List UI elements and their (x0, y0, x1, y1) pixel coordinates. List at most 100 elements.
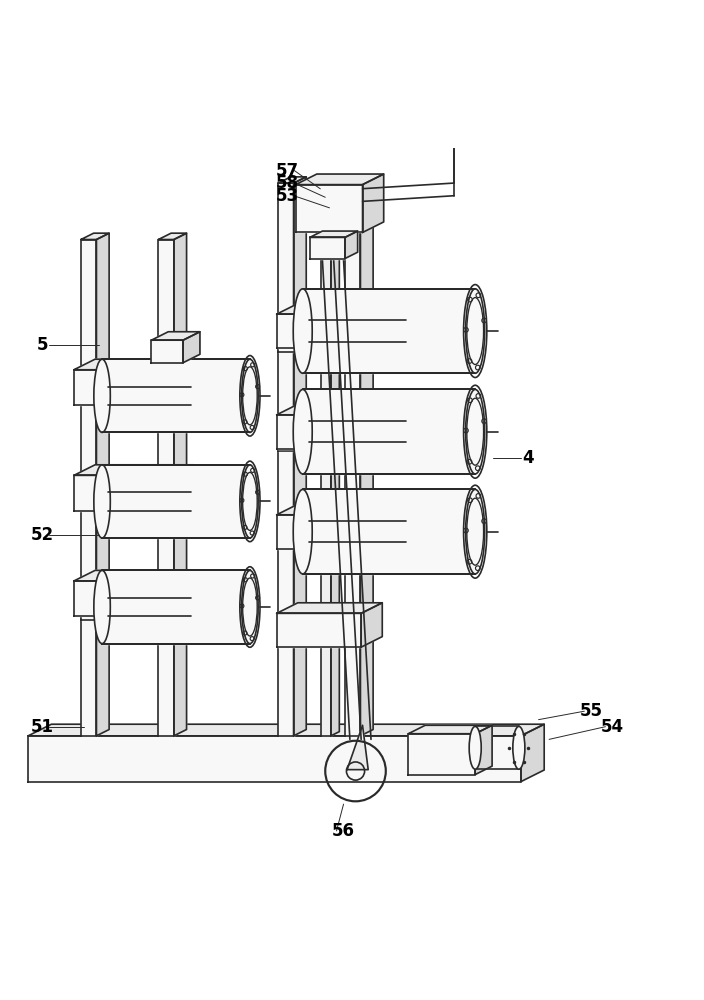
Polygon shape (172, 570, 194, 616)
Ellipse shape (466, 389, 485, 474)
Polygon shape (345, 183, 360, 736)
Polygon shape (102, 359, 250, 432)
Polygon shape (172, 465, 194, 511)
Polygon shape (74, 475, 172, 511)
Polygon shape (277, 415, 361, 449)
Text: 57: 57 (276, 162, 298, 180)
Ellipse shape (466, 489, 485, 574)
Ellipse shape (469, 726, 482, 769)
Polygon shape (278, 533, 360, 546)
Polygon shape (28, 736, 521, 782)
Polygon shape (278, 339, 360, 352)
Polygon shape (321, 182, 339, 187)
Polygon shape (278, 177, 306, 183)
Polygon shape (81, 389, 174, 401)
Polygon shape (310, 231, 358, 237)
Text: 53: 53 (276, 187, 298, 205)
Polygon shape (360, 177, 373, 736)
Text: 56: 56 (332, 822, 355, 840)
Polygon shape (361, 404, 382, 449)
Polygon shape (331, 182, 339, 736)
Polygon shape (81, 233, 109, 240)
Ellipse shape (241, 570, 258, 644)
Polygon shape (81, 607, 174, 620)
Ellipse shape (94, 570, 111, 644)
Polygon shape (361, 603, 382, 647)
Polygon shape (74, 359, 194, 370)
Polygon shape (363, 174, 384, 232)
Ellipse shape (293, 289, 313, 373)
Polygon shape (345, 231, 358, 259)
Polygon shape (303, 289, 475, 373)
Polygon shape (361, 504, 382, 549)
Polygon shape (408, 734, 475, 775)
Polygon shape (321, 187, 331, 736)
Polygon shape (296, 185, 363, 232)
Polygon shape (74, 370, 172, 405)
Polygon shape (172, 359, 194, 405)
Polygon shape (81, 240, 96, 736)
Polygon shape (277, 515, 361, 549)
Polygon shape (81, 382, 187, 389)
Polygon shape (158, 240, 174, 736)
Ellipse shape (466, 289, 485, 373)
Polygon shape (174, 488, 187, 507)
Polygon shape (296, 174, 384, 185)
Text: 54: 54 (601, 718, 624, 736)
Polygon shape (74, 465, 194, 475)
Polygon shape (174, 601, 187, 620)
Text: 55: 55 (580, 702, 603, 720)
Polygon shape (345, 177, 373, 183)
Polygon shape (303, 389, 475, 474)
Polygon shape (310, 237, 345, 259)
Polygon shape (174, 382, 187, 401)
Polygon shape (360, 622, 373, 641)
Polygon shape (360, 333, 373, 352)
Polygon shape (28, 724, 544, 736)
Polygon shape (521, 724, 544, 782)
Polygon shape (81, 601, 187, 607)
Text: 58: 58 (276, 174, 298, 192)
Polygon shape (277, 603, 382, 613)
Polygon shape (158, 233, 187, 240)
Polygon shape (96, 233, 109, 736)
Polygon shape (277, 404, 382, 415)
Ellipse shape (241, 359, 258, 432)
Ellipse shape (293, 489, 313, 574)
Polygon shape (408, 725, 492, 734)
Polygon shape (278, 622, 373, 628)
Polygon shape (102, 570, 250, 644)
Polygon shape (277, 613, 361, 647)
Polygon shape (81, 494, 174, 507)
Polygon shape (360, 432, 373, 451)
Text: 5: 5 (37, 336, 48, 354)
Polygon shape (151, 332, 200, 340)
Polygon shape (174, 233, 187, 736)
Polygon shape (278, 333, 373, 339)
Polygon shape (361, 304, 382, 348)
Polygon shape (278, 628, 360, 641)
Polygon shape (277, 314, 361, 348)
Text: 52: 52 (31, 526, 54, 544)
Polygon shape (277, 304, 382, 314)
Polygon shape (278, 183, 294, 736)
Polygon shape (278, 438, 360, 451)
Ellipse shape (293, 389, 313, 474)
Polygon shape (278, 527, 373, 533)
Polygon shape (277, 504, 382, 515)
Polygon shape (81, 488, 187, 494)
Ellipse shape (241, 465, 258, 538)
Ellipse shape (94, 359, 111, 432)
Ellipse shape (513, 726, 525, 769)
Polygon shape (303, 489, 475, 574)
Ellipse shape (94, 465, 111, 538)
Polygon shape (102, 465, 250, 538)
Polygon shape (151, 340, 183, 363)
Polygon shape (347, 725, 368, 770)
Polygon shape (74, 570, 194, 581)
Polygon shape (475, 725, 492, 775)
Polygon shape (294, 177, 306, 736)
Polygon shape (183, 332, 200, 363)
Text: 4: 4 (522, 449, 534, 467)
Polygon shape (278, 432, 373, 438)
